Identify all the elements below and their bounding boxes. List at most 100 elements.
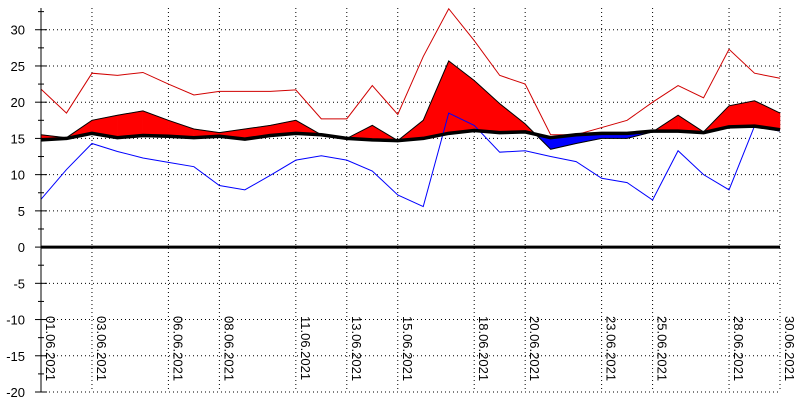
- data-point-min: [448, 112, 450, 114]
- data-point-min: [575, 161, 577, 163]
- x-tick-label: 15.06.2021: [400, 316, 415, 381]
- deviation-segment: [473, 79, 500, 133]
- data-point-mean: [677, 114, 679, 116]
- data-point-mean: [626, 137, 628, 139]
- data-point-normal: [677, 130, 679, 132]
- y-tick-label: 30: [11, 23, 25, 38]
- data-point-normal: [244, 138, 246, 140]
- data-point-min: [524, 150, 526, 152]
- data-point-mean: [779, 112, 781, 114]
- x-tick-label: 11.06.2021: [298, 316, 313, 380]
- data-point-min: [728, 189, 730, 191]
- series-min-line: [40, 112, 781, 208]
- y-tick-label: 5: [18, 204, 25, 219]
- data-point-max: [244, 90, 246, 92]
- data-point-min: [295, 159, 297, 161]
- data-point-min: [371, 170, 373, 172]
- deviation-segment: [499, 103, 526, 133]
- x-tick-label: 30.06.2021: [782, 316, 797, 381]
- data-point-max: [397, 114, 399, 116]
- data-point-normal: [575, 134, 577, 136]
- data-point-normal: [116, 137, 118, 139]
- data-point-normal: [652, 130, 654, 132]
- data-point-max: [652, 101, 654, 103]
- data-point-normal: [397, 140, 399, 142]
- data-point-min: [499, 151, 501, 153]
- data-point-min: [473, 124, 475, 126]
- data-point-max: [193, 94, 195, 96]
- data-point-min: [218, 185, 220, 187]
- data-point-normal: [218, 135, 220, 137]
- data-point-mean: [601, 137, 603, 139]
- y-tick-label: -20: [6, 385, 25, 400]
- data-point-max: [499, 74, 501, 76]
- x-tick-label: 25.06.2021: [655, 316, 670, 381]
- data-point-min: [116, 150, 118, 152]
- data-point-mean: [91, 119, 93, 121]
- data-point-mean: [524, 123, 526, 125]
- data-point-normal: [371, 139, 373, 141]
- data-point-max: [346, 118, 348, 120]
- data-point-mean: [575, 142, 577, 144]
- data-point-normal: [703, 132, 705, 134]
- data-point-normal: [728, 126, 730, 128]
- data-point-mean: [499, 103, 501, 105]
- data-point-max: [65, 112, 67, 114]
- data-point-mean: [473, 79, 475, 81]
- data-point-mean: [116, 114, 118, 116]
- data-point-max: [550, 134, 552, 136]
- y-tick-label: -10: [6, 313, 25, 328]
- data-point-min: [703, 174, 705, 176]
- x-tick-label: 23.06.2021: [604, 316, 619, 381]
- data-point-max: [601, 127, 603, 129]
- x-tick-label: 01.06.2021: [43, 316, 58, 381]
- data-point-normal: [524, 131, 526, 133]
- deviation-segment: [142, 110, 169, 137]
- data-point-mean: [754, 100, 756, 102]
- data-point-normal: [626, 132, 628, 134]
- data-point-normal: [65, 137, 67, 139]
- data-point-normal: [91, 132, 93, 134]
- y-tick-label: 10: [11, 168, 25, 183]
- y-tick-label: 25: [11, 59, 25, 74]
- x-tick-label: 13.06.2021: [349, 316, 364, 381]
- data-point-max: [728, 48, 730, 50]
- data-point-min: [65, 169, 67, 171]
- data-point-mean: [728, 105, 730, 107]
- data-point-min: [422, 206, 424, 208]
- data-point-max: [116, 74, 118, 76]
- data-point-mean: [269, 124, 271, 126]
- axes: [35, 8, 780, 393]
- data-point-normal: [499, 132, 501, 134]
- data-point-max: [473, 40, 475, 42]
- data-point-normal: [346, 137, 348, 139]
- series-normal-line: [40, 124, 781, 143]
- x-tick-label: 06.06.2021: [170, 316, 185, 381]
- data-point-min: [244, 189, 246, 191]
- data-point-normal: [601, 132, 603, 134]
- data-point-min: [193, 166, 195, 168]
- data-point-min: [320, 155, 322, 157]
- data-point-mean: [422, 119, 424, 121]
- data-point-max: [91, 72, 93, 74]
- data-point-normal: [167, 135, 169, 137]
- series-max-line: [40, 7, 781, 136]
- data-point-max: [677, 85, 679, 87]
- x-tick-label: 28.06.2021: [731, 316, 746, 381]
- y-tick-label: 20: [11, 95, 25, 110]
- data-point-normal: [448, 132, 450, 134]
- y-tick-label: 0: [18, 240, 25, 255]
- data-point-max: [626, 119, 628, 121]
- data-point-max: [167, 83, 169, 85]
- x-tick-label: 03.06.2021: [94, 316, 109, 381]
- data-point-max: [422, 56, 424, 58]
- data-point-max: [269, 90, 271, 92]
- data-point-min: [601, 177, 603, 179]
- data-point-mean: [295, 119, 297, 121]
- x-tick-label: 20.06.2021: [527, 316, 542, 381]
- data-point-min: [397, 194, 399, 196]
- data-point-mean: [218, 132, 220, 134]
- data-point-normal: [473, 129, 475, 131]
- data-point-min: [754, 125, 756, 127]
- data-point-mean: [167, 119, 169, 121]
